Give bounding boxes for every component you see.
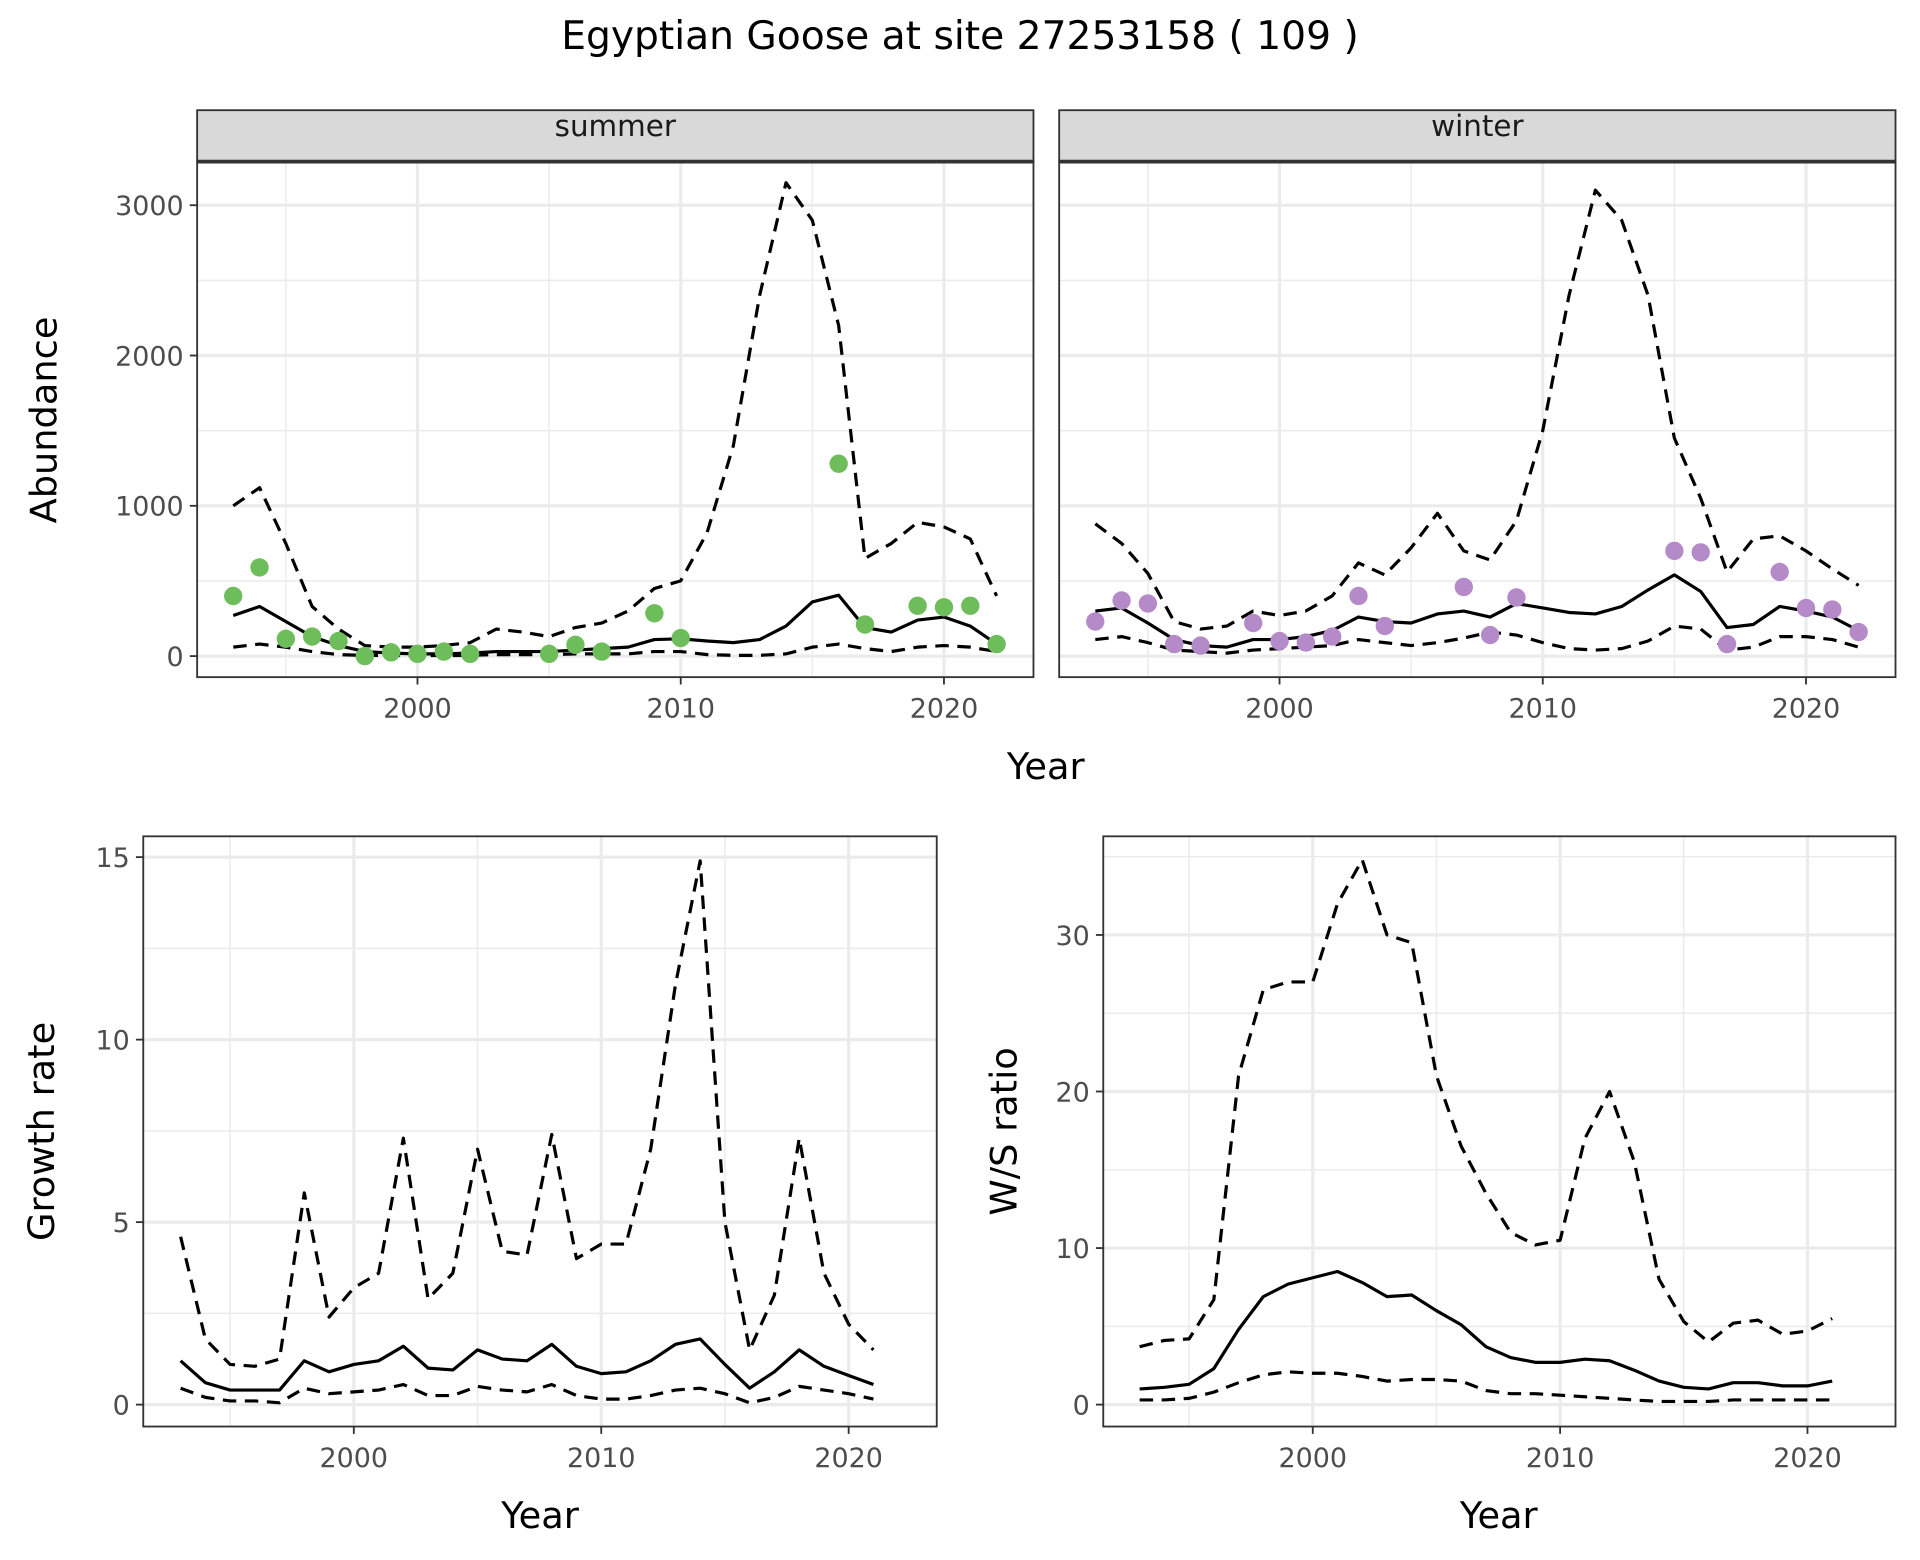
y-tick-label: 2000 bbox=[115, 341, 184, 372]
data-point bbox=[276, 629, 296, 649]
x-tick-label: 2010 bbox=[1526, 1443, 1595, 1474]
lower-bound-line bbox=[233, 642, 997, 658]
data-point bbox=[592, 642, 611, 661]
data-point bbox=[1770, 562, 1789, 582]
y-tick-label: 5 bbox=[113, 1208, 130, 1239]
x-tick-label: 2020 bbox=[1772, 694, 1841, 725]
lower-bound-line bbox=[1139, 1370, 1833, 1404]
data-point bbox=[539, 644, 559, 664]
chart-title: Egyptian Goose at site 27253158 ( 109 ) bbox=[561, 14, 1359, 59]
y-tick-label: 20 bbox=[1056, 1077, 1090, 1108]
y-tick-label: 15 bbox=[96, 843, 130, 874]
mean-line bbox=[179, 1337, 874, 1392]
x-tick-label: 2000 bbox=[1279, 1443, 1348, 1474]
y-axis-title-abundance: Abundance bbox=[22, 317, 65, 524]
lower-bound-line bbox=[180, 1382, 874, 1405]
x-tick-label: 2010 bbox=[646, 694, 715, 725]
data-point bbox=[434, 642, 453, 661]
data-point bbox=[1375, 616, 1395, 636]
y-axis-title-growth: Growth rate bbox=[20, 1022, 63, 1241]
data-point bbox=[1296, 633, 1316, 652]
lower-bound-line bbox=[1095, 624, 1860, 655]
panel-winter: 2000 2010 2020 winter bbox=[1058, 109, 1897, 725]
facet-label: winter bbox=[1431, 109, 1524, 143]
data-point bbox=[1349, 586, 1368, 606]
data-point bbox=[1717, 634, 1737, 654]
upper-bound-line bbox=[1139, 858, 1833, 1349]
data-point bbox=[1796, 598, 1816, 618]
data-point bbox=[645, 604, 664, 623]
data-point bbox=[855, 615, 875, 634]
data-point bbox=[329, 631, 348, 651]
panel-border bbox=[1058, 160, 1897, 679]
y-tick-label: 1000 bbox=[115, 492, 184, 523]
data-point bbox=[1823, 600, 1842, 619]
data-point bbox=[1086, 612, 1105, 631]
data-point bbox=[1244, 613, 1263, 633]
y-axis-title-ratio: W/S ratio bbox=[982, 1047, 1025, 1215]
data-point bbox=[1112, 591, 1131, 610]
data-point bbox=[1480, 625, 1500, 645]
data-point bbox=[961, 596, 980, 615]
upper-bound-line bbox=[232, 181, 999, 649]
panel-summer: 2000 2010 2020 0 1000 2000 3000 summer bbox=[115, 109, 1035, 725]
y-tick-label: 0 bbox=[113, 1390, 130, 1421]
panel-border bbox=[1102, 835, 1897, 1428]
panel-growth-rate: 2000 2010 2020 0 5 10 15 bbox=[96, 835, 938, 1474]
data-point bbox=[566, 635, 585, 655]
x-axis-title-ratio: Year bbox=[1459, 1494, 1539, 1537]
panel-border bbox=[142, 835, 938, 1428]
x-tick-label: 2010 bbox=[1509, 694, 1578, 725]
data-point bbox=[1270, 631, 1289, 651]
data-point bbox=[1454, 577, 1473, 597]
panel-border bbox=[196, 160, 1035, 679]
x-tick-label: 2020 bbox=[910, 694, 979, 725]
data-point bbox=[381, 643, 401, 662]
data-point bbox=[671, 628, 690, 648]
x-tick-label: 2000 bbox=[383, 694, 452, 725]
y-tick-label: 10 bbox=[1056, 1234, 1090, 1265]
x-tick-label: 2020 bbox=[1773, 1443, 1842, 1474]
data-point bbox=[460, 644, 480, 664]
data-point bbox=[250, 558, 269, 577]
mean-line bbox=[232, 593, 998, 656]
data-point bbox=[1322, 627, 1342, 646]
y-tick-label: 3000 bbox=[115, 191, 184, 222]
data-point bbox=[1691, 543, 1710, 562]
panel-w-s-ratio: 2000 2010 2020 0 10 20 30 bbox=[1056, 835, 1897, 1474]
data-point bbox=[934, 598, 954, 617]
facet-label: summer bbox=[555, 109, 677, 143]
y-tick-label: 0 bbox=[167, 642, 184, 673]
y-tick-label: 0 bbox=[1073, 1390, 1090, 1421]
upper-bound-line bbox=[1094, 188, 1860, 631]
data-point bbox=[1665, 541, 1684, 561]
data-point bbox=[987, 634, 1006, 654]
x-axis-title-growth: Year bbox=[500, 1494, 580, 1537]
data-point bbox=[908, 596, 927, 615]
data-point bbox=[1191, 636, 1210, 655]
data-point bbox=[1507, 588, 1526, 607]
data-point bbox=[408, 644, 427, 664]
facet-strip bbox=[1058, 109, 1897, 163]
y-tick-label: 30 bbox=[1056, 921, 1090, 952]
data-point bbox=[224, 586, 243, 606]
x-tick-label: 2000 bbox=[1245, 694, 1314, 725]
data-point bbox=[1138, 594, 1158, 613]
mean-line bbox=[1095, 573, 1860, 649]
upper-bound-line bbox=[179, 859, 875, 1368]
x-tick-label: 2010 bbox=[567, 1443, 636, 1474]
x-axis-title-top: Year bbox=[1006, 745, 1086, 788]
x-tick-label: 2020 bbox=[814, 1443, 883, 1474]
y-tick-label: 10 bbox=[96, 1025, 130, 1056]
data-point bbox=[355, 646, 375, 666]
mean-line bbox=[1139, 1269, 1833, 1391]
data-point bbox=[1849, 622, 1868, 642]
x-tick-label: 2000 bbox=[320, 1443, 389, 1474]
data-point bbox=[829, 454, 848, 473]
facet-strip bbox=[196, 109, 1035, 163]
data-point bbox=[302, 627, 322, 646]
data-point bbox=[1165, 634, 1184, 654]
